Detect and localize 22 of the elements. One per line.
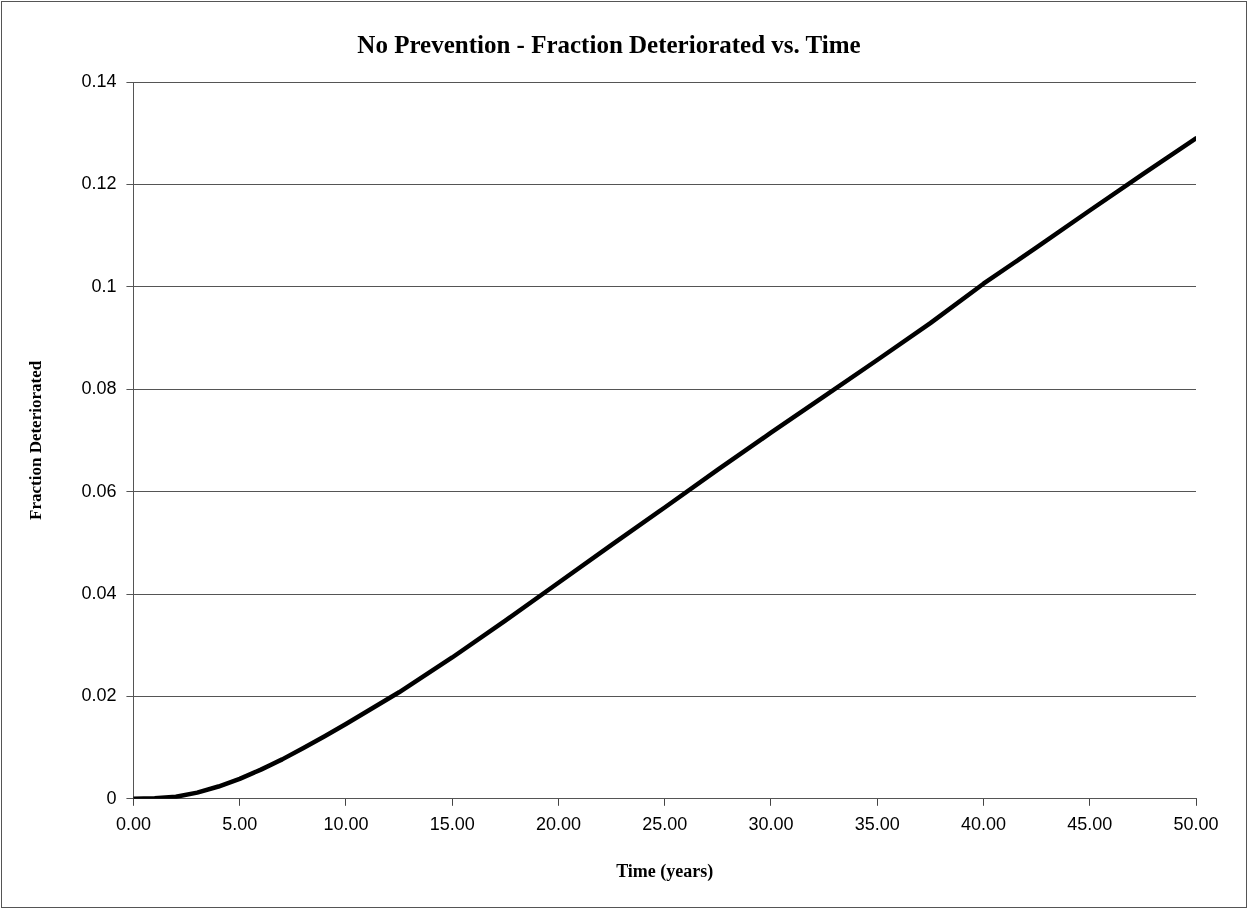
x-tick-label: 0.00 <box>115 813 151 834</box>
y-tick-label: 0.04 <box>81 582 117 603</box>
y-tick-label: 0.06 <box>81 480 117 501</box>
x-tick-label: 10.00 <box>323 813 369 834</box>
x-tick-label: 15.00 <box>429 813 475 834</box>
x-tick-label: 30.00 <box>748 813 794 834</box>
x-tick-label: 20.00 <box>535 813 581 834</box>
x-tick-label: 25.00 <box>642 813 688 834</box>
x-tick-label: 35.00 <box>854 813 900 834</box>
y-tick-label: 0.12 <box>81 173 117 194</box>
y-tick-label: 0.02 <box>81 685 117 706</box>
x-tick-label: 45.00 <box>1067 813 1113 834</box>
x-tick-label: 5.00 <box>222 813 258 834</box>
x-tick-label: 50.00 <box>1173 813 1219 834</box>
x-tick-label: 40.00 <box>960 813 1007 834</box>
chart-title: No Prevention - Fraction Deteriorated vs. Time <box>357 31 861 59</box>
x-axis-title: Time (years) <box>616 860 714 882</box>
y-tick-label: 0.14 <box>81 70 117 91</box>
y-tick-label: 0.1 <box>91 275 117 296</box>
y-axis-title: Fraction Deteriorated <box>25 360 45 520</box>
y-tick-label: 0.08 <box>81 378 117 399</box>
y-tick-label: 0 <box>106 787 117 808</box>
